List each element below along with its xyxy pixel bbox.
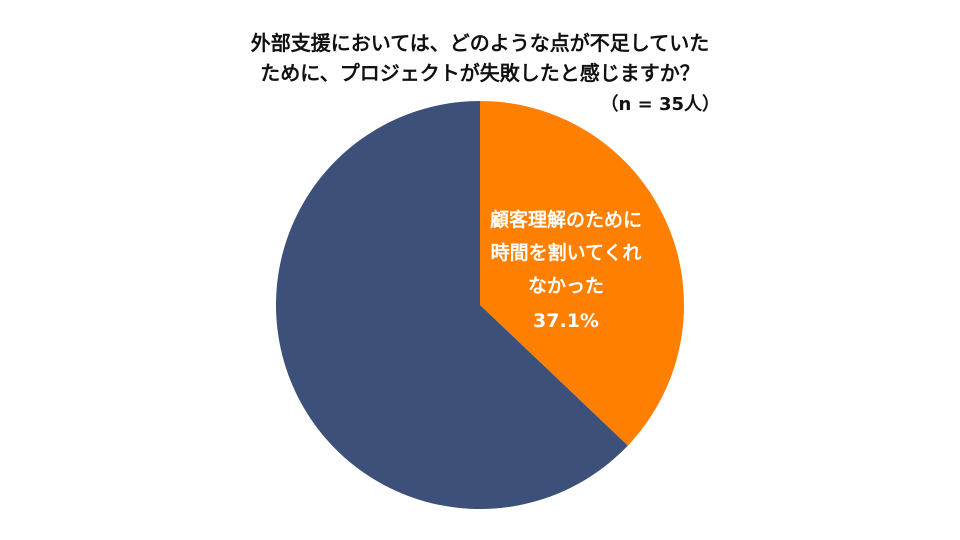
slice-1-label-line-2: 時間を割いてくれ [491,241,642,264]
pie-labels: 顧客理解のために 時間を割いてくれ なかった 37.1% [490,208,642,332]
slice-1-value-label: 37.1% [533,310,599,332]
chart-title-line-2: ために、プロジェクトが失敗したと感じますか？ [260,61,700,85]
slice-1-label-line-1: 顧客理解のために [490,208,642,231]
sample-size-note: （n = 35人） [600,94,720,115]
pie-slices [275,101,684,510]
chart-title: 外部支援においては、どのような点が不足していた ために、プロジェクトが失敗したと… [150,28,810,88]
pie-slice-2 [275,101,628,510]
slice-1-label-line-3: なかった [528,275,604,297]
chart-title-line-1: 外部支援においては、どのような点が不足していた [250,31,710,55]
pie-slice-1 [480,101,684,446]
